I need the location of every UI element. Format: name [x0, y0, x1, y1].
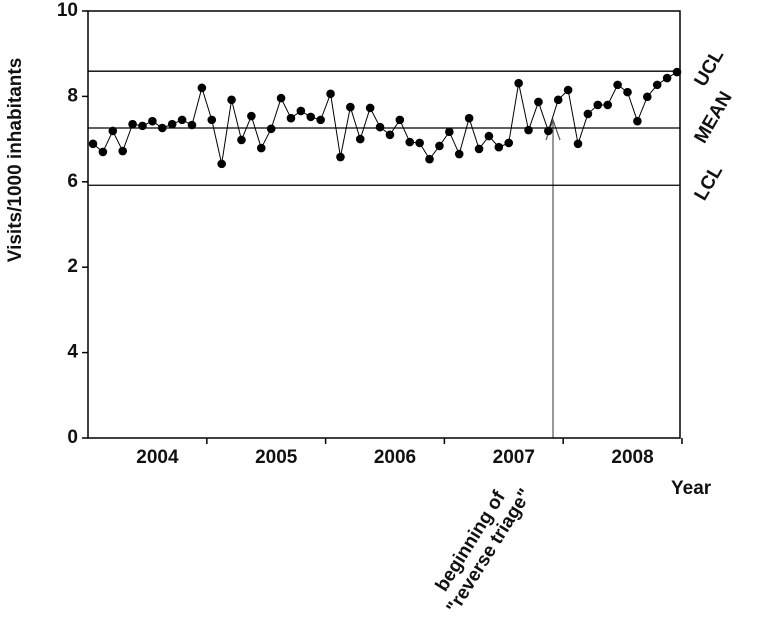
reference-label: UCL — [690, 46, 728, 91]
point — [375, 122, 385, 132]
point — [454, 149, 464, 159]
point — [405, 137, 415, 147]
x-axis-title: Year — [671, 478, 712, 499]
point — [138, 121, 147, 131]
x-tick-label: 2004 — [136, 447, 179, 468]
point — [662, 73, 672, 83]
point — [633, 116, 642, 126]
y-tick-label: 8 — [67, 85, 78, 106]
point — [573, 139, 583, 149]
point — [98, 147, 108, 157]
reference-label: MEAN — [690, 88, 736, 147]
y-tick-label: 10 — [57, 0, 78, 21]
point — [494, 142, 504, 152]
y-axis-title: Visits/1000 inhabitants — [5, 58, 26, 263]
y-tick-label: 6 — [67, 171, 78, 192]
point — [514, 78, 523, 88]
point — [603, 100, 613, 110]
point — [266, 124, 276, 134]
point — [365, 103, 375, 113]
point — [395, 115, 405, 125]
point — [425, 154, 434, 164]
point — [157, 123, 167, 133]
point — [237, 135, 246, 145]
point — [187, 120, 197, 130]
point — [276, 93, 286, 103]
point — [316, 115, 325, 125]
point — [128, 119, 137, 129]
point — [524, 125, 533, 135]
point — [197, 83, 207, 93]
y-tick-label: 2 — [67, 256, 78, 277]
point — [544, 126, 553, 136]
y-tick-label: 0 — [67, 427, 78, 448]
point — [148, 116, 157, 126]
point — [326, 89, 335, 99]
point — [643, 92, 652, 102]
plot-frame — [87, 10, 681, 439]
point — [217, 159, 226, 169]
point — [227, 95, 236, 105]
point — [583, 109, 593, 119]
point — [256, 143, 266, 153]
point — [177, 115, 187, 125]
point — [534, 97, 543, 107]
point — [385, 130, 395, 140]
x-tick-label: 2008 — [611, 447, 653, 468]
point — [336, 152, 345, 162]
point — [613, 80, 622, 90]
point — [355, 134, 365, 144]
point — [296, 106, 306, 116]
point — [464, 113, 474, 123]
point — [435, 141, 444, 151]
point — [484, 131, 494, 141]
y-tick-label: 4 — [67, 342, 78, 363]
point — [247, 111, 256, 121]
point — [286, 113, 296, 123]
point — [672, 67, 682, 77]
point — [445, 127, 454, 137]
point — [504, 138, 514, 148]
point — [652, 80, 662, 90]
point — [207, 115, 217, 125]
point — [593, 100, 603, 110]
x-tick-label: 2006 — [374, 447, 416, 468]
x-tick-label: 2007 — [493, 447, 535, 468]
point — [88, 139, 98, 149]
point — [563, 85, 573, 95]
point — [108, 126, 118, 136]
point — [118, 146, 127, 156]
point — [346, 102, 355, 112]
point — [415, 138, 424, 148]
x-tick-label: 2005 — [255, 447, 298, 468]
point — [623, 87, 632, 97]
reference-label: LCL — [690, 161, 727, 204]
point — [553, 95, 563, 105]
point — [167, 119, 177, 129]
point — [306, 112, 316, 122]
point — [474, 144, 484, 154]
